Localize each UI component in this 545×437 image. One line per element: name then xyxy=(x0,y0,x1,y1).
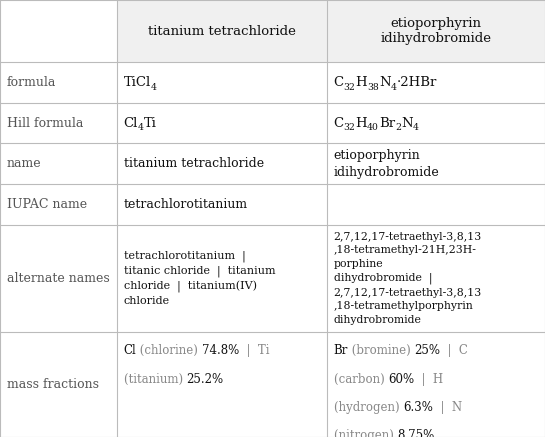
Text: C: C xyxy=(334,117,344,129)
Text: 25.2%: 25.2% xyxy=(186,373,223,385)
Text: etioporphyrin
idihydrobromide: etioporphyrin idihydrobromide xyxy=(334,149,439,179)
Text: (chlorine): (chlorine) xyxy=(136,344,202,357)
Text: |  C: | C xyxy=(440,344,468,357)
Text: TiCl: TiCl xyxy=(124,76,151,89)
Text: titanium tetrachloride: titanium tetrachloride xyxy=(148,24,296,38)
Text: 4: 4 xyxy=(391,83,397,92)
Text: 60%: 60% xyxy=(388,373,414,385)
Text: |  H: | H xyxy=(414,373,443,385)
Text: mass fractions: mass fractions xyxy=(7,378,99,391)
Text: 4: 4 xyxy=(138,123,144,132)
Text: N: N xyxy=(401,117,413,129)
Text: 32: 32 xyxy=(344,83,355,92)
Text: 4: 4 xyxy=(151,83,157,92)
Text: 40: 40 xyxy=(367,123,379,132)
Text: alternate names: alternate names xyxy=(7,272,110,284)
Text: 74.8%: 74.8% xyxy=(202,344,239,357)
Text: formula: formula xyxy=(7,76,56,89)
Text: 6.3%: 6.3% xyxy=(403,401,433,414)
Text: (hydrogen): (hydrogen) xyxy=(334,401,403,414)
Text: (carbon): (carbon) xyxy=(334,373,388,385)
Text: |  Ti: | Ti xyxy=(239,344,270,357)
Text: Br: Br xyxy=(334,344,348,357)
Text: Hill formula: Hill formula xyxy=(7,117,83,129)
Text: (nitrogen): (nitrogen) xyxy=(334,430,397,437)
Text: (bromine): (bromine) xyxy=(348,344,414,357)
Text: (titanium): (titanium) xyxy=(124,373,186,385)
Text: titanium tetrachloride: titanium tetrachloride xyxy=(124,157,264,170)
Text: C: C xyxy=(334,76,344,89)
Text: IUPAC name: IUPAC name xyxy=(7,198,87,211)
Text: 8.75%: 8.75% xyxy=(397,430,434,437)
Text: 38: 38 xyxy=(367,83,379,92)
Bar xyxy=(117,0,327,62)
Text: tetrachlorotitanium: tetrachlorotitanium xyxy=(124,198,248,211)
Text: Ti: Ti xyxy=(144,117,157,129)
Text: Br: Br xyxy=(379,117,395,129)
Text: ·2HBr: ·2HBr xyxy=(397,76,437,89)
Text: Cl: Cl xyxy=(124,344,136,357)
Text: 25%: 25% xyxy=(414,344,440,357)
Text: N: N xyxy=(379,76,391,89)
Text: etioporphyrin
idihydrobromide: etioporphyrin idihydrobromide xyxy=(380,17,492,45)
Text: H: H xyxy=(355,117,367,129)
Text: name: name xyxy=(7,157,41,170)
Text: Cl: Cl xyxy=(124,117,138,129)
Text: |  N: | N xyxy=(433,401,462,414)
Bar xyxy=(327,0,545,62)
Text: 2,7,12,17-tetraethyl-3,8,13
,18-tetramethyl-21H,23H-
porphine
dihydrobromide  |
: 2,7,12,17-tetraethyl-3,8,13 ,18-tetramet… xyxy=(334,232,482,325)
Text: 4: 4 xyxy=(413,123,419,132)
Text: 2: 2 xyxy=(395,123,401,132)
Text: H: H xyxy=(355,76,367,89)
Text: 32: 32 xyxy=(344,123,355,132)
Text: tetrachlorotitanium  |
titanic chloride  |  titanium
chloride  |  titanium(IV)
c: tetrachlorotitanium | titanic chloride |… xyxy=(124,250,275,306)
